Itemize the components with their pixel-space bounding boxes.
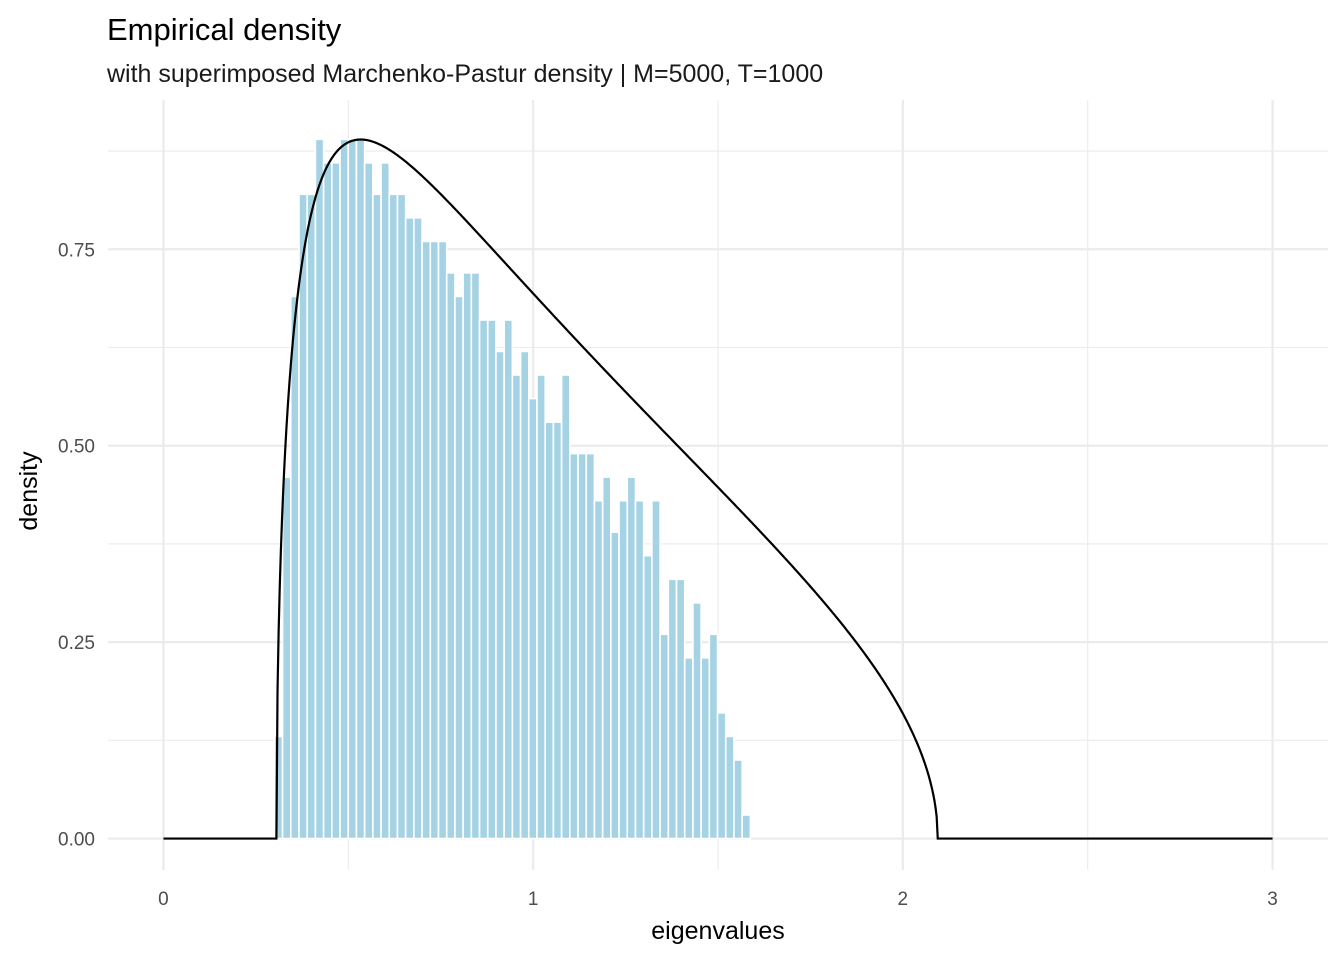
histogram-bar	[651, 499, 661, 840]
histogram-bar	[322, 162, 333, 840]
y-axis-title: density	[15, 451, 43, 531]
histogram-bar	[462, 272, 473, 840]
histogram-bar	[331, 162, 341, 840]
y-tick-label: 0.50	[58, 437, 95, 458]
x-tick-label: 2	[898, 889, 909, 910]
histogram-bar	[642, 554, 653, 840]
histogram-bar	[519, 350, 530, 840]
histogram-bar	[445, 272, 456, 840]
histogram-bar	[724, 735, 735, 840]
histogram-bar	[437, 240, 448, 840]
histogram-bar	[306, 193, 317, 840]
histogram-bar	[470, 272, 481, 840]
y-tick-label: 0.25	[58, 633, 95, 654]
histogram-bar	[486, 319, 497, 840]
histogram-bar	[692, 602, 702, 840]
histogram-bar	[478, 319, 489, 840]
histogram-bar	[716, 712, 727, 840]
histogram-bar	[347, 138, 358, 840]
histogram-bar	[544, 421, 555, 840]
histogram-bar	[618, 499, 629, 840]
plot-panel	[108, 100, 1328, 870]
histogram-bar	[314, 138, 325, 840]
histogram-bar	[610, 531, 620, 840]
histogram-bars	[273, 138, 752, 840]
histogram-bar	[363, 162, 374, 840]
histogram-bar	[396, 193, 407, 840]
histogram-bar	[429, 240, 440, 840]
histogram-bar	[454, 295, 464, 840]
y-tick-label: 0.75	[58, 240, 95, 261]
histogram-bar	[569, 452, 579, 840]
histogram-bar	[593, 499, 604, 840]
histogram-bar	[577, 452, 588, 840]
marchenko-pastur-curve	[163, 138, 1273, 840]
histogram-bar	[511, 374, 522, 840]
histogram-bar	[552, 421, 563, 840]
histogram-bar	[560, 374, 571, 840]
histogram-bar	[355, 138, 366, 840]
x-tick-label: 1	[528, 889, 539, 910]
histogram-bar	[388, 193, 399, 840]
histogram-bar	[683, 657, 694, 840]
histogram-bar	[733, 759, 743, 840]
histogram-bar	[626, 476, 637, 840]
histogram-bar	[281, 476, 292, 840]
y-axis-ticks: 0.00 0.25 0.50 0.75	[58, 240, 95, 850]
histogram-bar	[298, 193, 308, 840]
histogram-bar	[503, 319, 514, 840]
histogram-bar	[700, 657, 711, 840]
histogram-bar	[404, 217, 415, 840]
x-tick-label: 3	[1267, 889, 1278, 910]
histogram-bar	[667, 578, 678, 840]
histogram-bar	[585, 452, 596, 840]
histogram-bar	[527, 397, 538, 840]
histogram-bar	[659, 633, 670, 840]
histogram-bar	[413, 217, 423, 840]
histogram-bar	[372, 193, 382, 840]
chart-title: Empirical density	[107, 12, 342, 47]
histogram-bar	[675, 578, 686, 840]
histogram-bar	[289, 295, 300, 840]
histogram-bar	[741, 814, 752, 840]
histogram-bar	[634, 499, 645, 840]
histogram-bar	[380, 162, 391, 840]
y-tick-label: 0.00	[58, 830, 95, 851]
x-tick-label: 0	[158, 889, 169, 910]
x-axis-title: eigenvalues	[651, 917, 784, 945]
histogram-bar	[421, 240, 432, 840]
histogram-bar	[339, 138, 350, 840]
chart-subtitle: with superimposed Marchenko-Pastur densi…	[106, 60, 823, 88]
histogram-bar	[536, 374, 547, 840]
histogram-bar	[708, 633, 719, 840]
histogram-bar	[495, 350, 505, 840]
x-axis-ticks: 0 1 2 3	[158, 889, 1278, 910]
histogram-bar	[601, 476, 612, 840]
